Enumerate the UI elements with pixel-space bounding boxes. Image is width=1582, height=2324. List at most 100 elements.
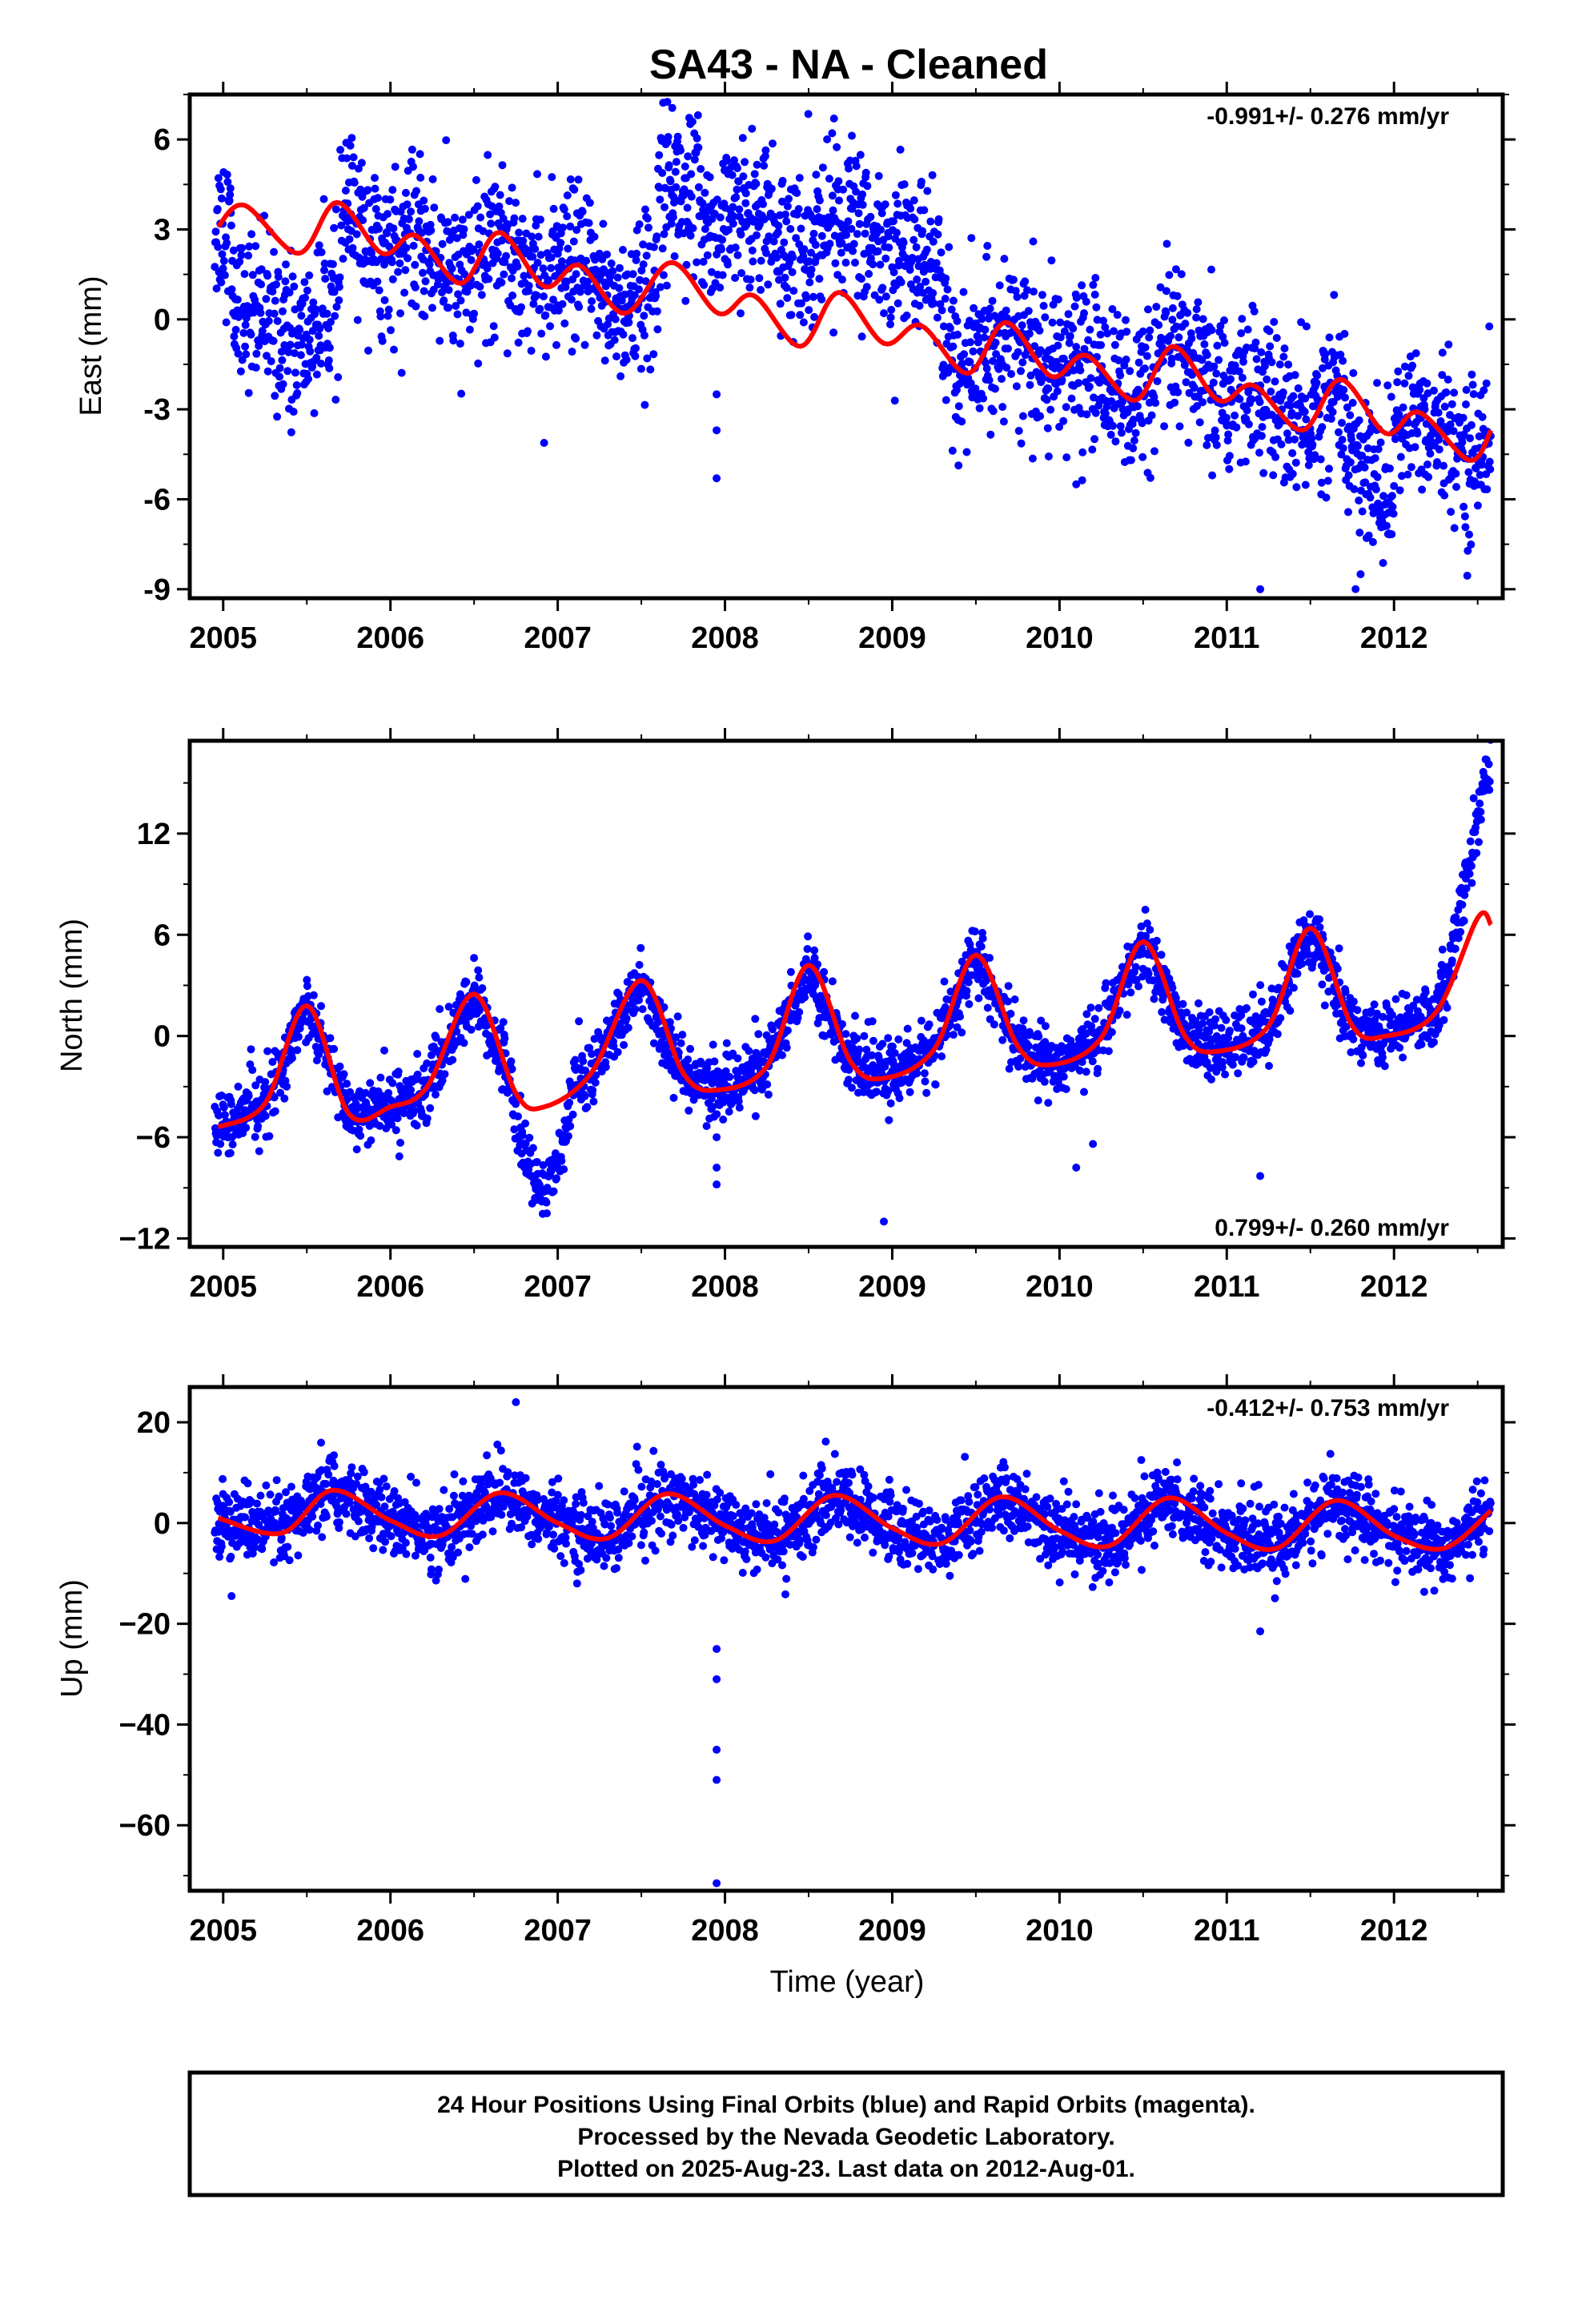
east-point — [1339, 356, 1347, 365]
east-point — [1013, 292, 1022, 301]
east-point — [1275, 360, 1284, 369]
north-point — [953, 1023, 962, 1031]
east-point — [1267, 388, 1275, 396]
north-point — [521, 1119, 530, 1128]
east-point — [238, 243, 247, 252]
north-point — [1293, 969, 1302, 978]
east-point — [805, 257, 813, 266]
east-point — [1438, 371, 1447, 380]
east-point — [1346, 411, 1355, 420]
east-point — [811, 240, 820, 249]
east-point — [1439, 461, 1447, 470]
east-point — [275, 364, 284, 372]
east-point — [430, 203, 439, 212]
east-point — [946, 324, 954, 332]
north-point — [862, 1045, 871, 1054]
east-point — [1237, 329, 1246, 338]
east-point — [773, 228, 782, 237]
east-point — [269, 336, 278, 345]
north-point — [709, 1103, 717, 1112]
north-point — [280, 1094, 289, 1103]
east-point — [741, 158, 749, 167]
north-point — [702, 1122, 711, 1131]
east-point — [591, 255, 600, 264]
east-point — [284, 348, 293, 356]
north-point — [1004, 982, 1013, 991]
east-point — [1265, 327, 1274, 336]
east-point — [999, 417, 1008, 426]
east-point — [995, 281, 1004, 290]
east-point — [1463, 571, 1472, 580]
east-point — [1323, 476, 1332, 485]
east-point — [753, 231, 761, 239]
north-point — [890, 1049, 899, 1057]
east-point — [954, 461, 963, 470]
east-point — [348, 243, 357, 252]
north-point — [1182, 1008, 1191, 1017]
east-point — [810, 312, 819, 321]
east-point — [815, 196, 824, 205]
east-point — [1288, 448, 1297, 457]
east-point — [290, 282, 299, 291]
east-point — [889, 268, 898, 276]
north-point — [673, 1012, 682, 1021]
north-point — [849, 1043, 857, 1052]
east-point — [1340, 329, 1349, 338]
east-point — [1424, 472, 1433, 481]
east-point — [902, 312, 911, 320]
east-point — [829, 115, 838, 123]
east-point — [642, 251, 651, 260]
east-point — [1252, 355, 1261, 364]
north-point — [1034, 1096, 1042, 1105]
east-point — [572, 334, 580, 343]
east-point — [524, 327, 532, 336]
east-point — [666, 177, 675, 186]
east-point — [1066, 332, 1074, 340]
north-point — [391, 1126, 400, 1135]
east-point — [858, 190, 867, 199]
east-point — [1450, 388, 1459, 397]
east-point — [746, 275, 755, 284]
east-point — [1039, 301, 1048, 310]
north-point — [1044, 1099, 1053, 1108]
east-point — [1171, 265, 1180, 274]
north-point — [635, 960, 644, 969]
east-point — [547, 263, 556, 272]
east-point — [1054, 341, 1062, 350]
east-point — [359, 203, 368, 212]
east-point — [421, 277, 430, 286]
east-point — [640, 331, 648, 340]
north-point — [1041, 1022, 1050, 1031]
east-point — [1017, 367, 1025, 376]
east-point — [1078, 281, 1086, 290]
east-point — [750, 170, 759, 179]
east-point — [737, 230, 745, 239]
east-point — [1327, 415, 1335, 423]
east-point — [289, 408, 298, 416]
east-point — [223, 178, 232, 187]
east-point — [1300, 408, 1309, 416]
north-point — [841, 1030, 850, 1039]
east-point — [1426, 449, 1435, 458]
east-point — [1096, 330, 1105, 339]
east-point — [1395, 486, 1404, 495]
east-point — [1224, 430, 1233, 439]
east-point — [518, 215, 527, 223]
north-point — [580, 1092, 589, 1100]
north-point — [962, 987, 971, 995]
east-point — [1344, 508, 1352, 517]
east-point — [660, 230, 669, 239]
east-point — [331, 396, 340, 404]
east-point — [1396, 452, 1405, 461]
east-point — [1368, 537, 1377, 546]
north-point — [444, 1003, 453, 1011]
east-point — [293, 389, 302, 397]
east-point — [807, 265, 816, 274]
east-point — [305, 271, 314, 279]
east-point — [1485, 457, 1494, 466]
east-point — [1207, 265, 1215, 274]
east-point — [1130, 436, 1138, 445]
east-point — [603, 250, 611, 259]
east-point — [1279, 352, 1288, 361]
north-point — [1005, 1064, 1014, 1073]
